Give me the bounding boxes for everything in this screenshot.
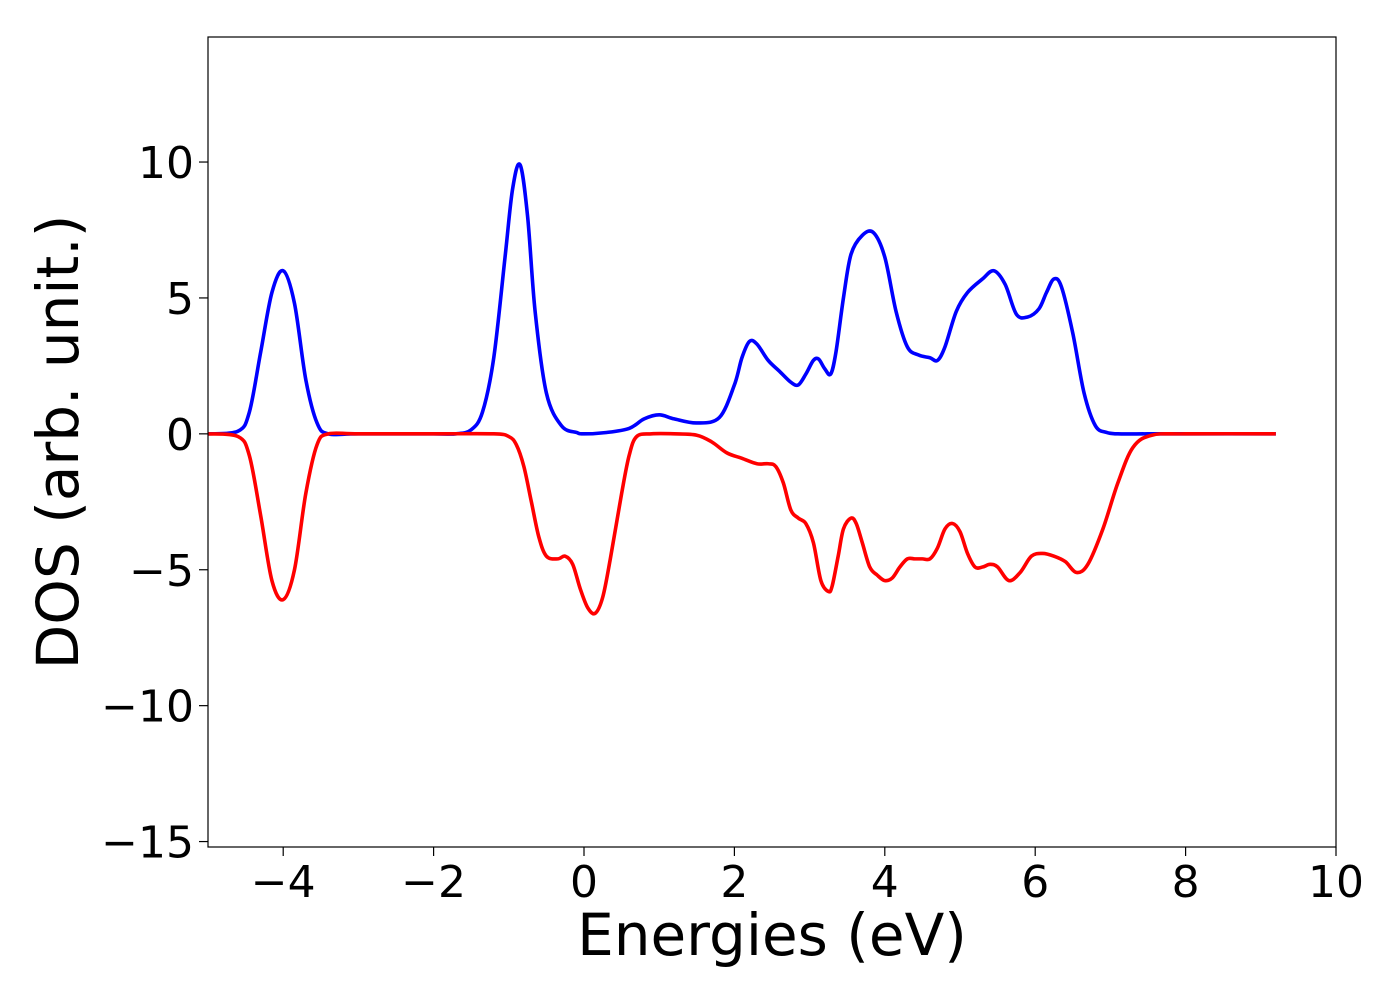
y-tick-label: −10 xyxy=(101,682,194,733)
y-tick-label: 10 xyxy=(138,138,194,189)
y-axis-label: DOS (arb. unit.) xyxy=(24,215,92,670)
x-tick-label: 8 xyxy=(1172,857,1200,908)
dos-series-line-red xyxy=(207,431,1276,616)
x-tick-label: −2 xyxy=(401,857,466,908)
y-axis-ticks: −15 −10 −5 0 5 10 xyxy=(101,138,208,869)
x-tick-label: 6 xyxy=(1021,857,1049,908)
dos-series-line-blue xyxy=(207,162,1276,437)
x-axis-label: Energies (eV) xyxy=(577,901,967,969)
y-tick-label: −5 xyxy=(129,546,194,597)
series-layer xyxy=(207,162,1276,616)
x-tick-label: −4 xyxy=(251,857,316,908)
x-tick-label: 4 xyxy=(871,857,899,908)
y-tick-label: −15 xyxy=(101,818,194,869)
y-tick-label: 0 xyxy=(166,410,194,461)
x-tick-label: 2 xyxy=(720,857,748,908)
x-tick-label: 10 xyxy=(1308,857,1364,908)
x-axis-ticks: −4 −2 0 2 4 6 8 10 xyxy=(251,847,1364,908)
plot-frame xyxy=(207,36,1337,848)
y-tick-label: 5 xyxy=(166,274,194,325)
x-tick-label: 0 xyxy=(570,857,598,908)
